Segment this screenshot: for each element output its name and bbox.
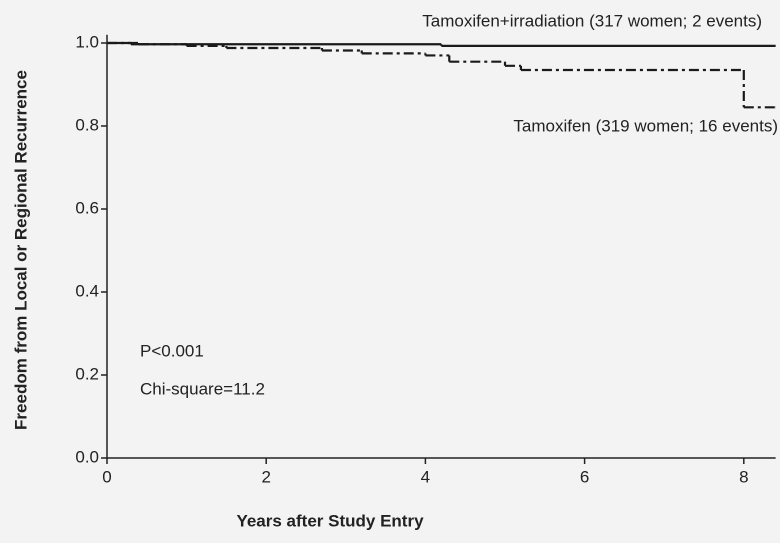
x-tick-label: 6 — [580, 467, 589, 486]
x-tick-label: 8 — [739, 467, 748, 486]
y-tick-label: 0.4 — [75, 281, 99, 300]
y-tick-label: 0.2 — [75, 364, 99, 383]
annotation: Chi-square=11.2 — [140, 379, 265, 398]
y-tick-label: 0.8 — [75, 115, 99, 134]
y-axis-label: Freedom from Local or Regional Recurrenc… — [11, 70, 30, 430]
y-tick-label: 1.0 — [75, 32, 99, 51]
x-tick-label: 4 — [421, 467, 430, 486]
y-tick-label: 0.0 — [75, 447, 99, 466]
series-label: Tamoxifen+irradiation (317 women; 2 even… — [422, 11, 762, 30]
y-tick-label: 0.6 — [75, 198, 99, 217]
x-tick-label: 2 — [261, 467, 270, 486]
series-label: Tamoxifen (319 women; 16 events) — [513, 116, 778, 135]
annotation: P<0.001 — [140, 341, 204, 360]
x-tick-label: 0 — [102, 467, 111, 486]
x-axis-label: Years after Study Entry — [236, 511, 424, 530]
